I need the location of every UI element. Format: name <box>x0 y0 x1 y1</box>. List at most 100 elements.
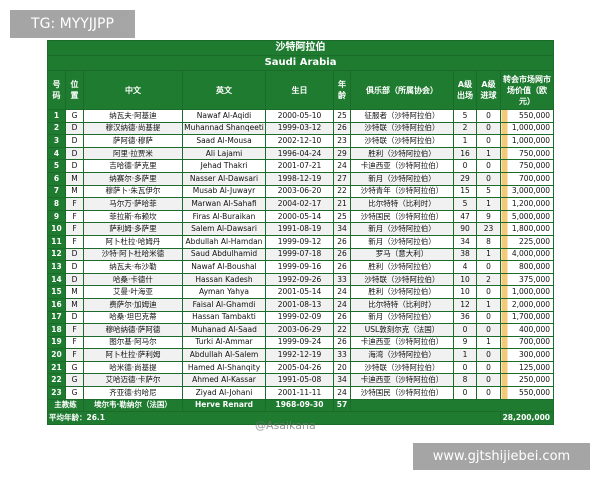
cell: Hamed Al-Shanqity <box>182 360 266 375</box>
cell: Ahmed Al-Kassar <box>182 373 266 388</box>
cell: 胜利（沙特阿拉伯） <box>350 285 454 299</box>
cell: 新月（沙特阿拉伯） <box>350 234 454 249</box>
cell: 2005-04-26 <box>265 360 334 375</box>
cell: 1996-04-24 <box>265 146 334 161</box>
cell: 8 <box>476 234 501 249</box>
cell: 3,000,000 <box>499 184 555 199</box>
cell: Musab Al-Juwayr <box>182 184 266 199</box>
cell: 阿卜杜拉·哈姆丹 <box>83 234 183 249</box>
cell: 22 <box>333 184 351 199</box>
cell: Abdullah Al-Hamdan <box>182 234 266 249</box>
cell: M <box>65 171 84 186</box>
cell: 比尔特特（比利时） <box>350 197 454 211</box>
cell: 沙特联（沙特阿拉伯） <box>350 134 454 148</box>
cell: 57 <box>333 398 351 413</box>
cell: Ayman Yahya <box>182 285 266 299</box>
cell: F <box>65 323 84 337</box>
cell: 26 <box>333 310 351 325</box>
cell: 47 <box>453 209 477 224</box>
cell: 0 <box>476 323 501 337</box>
cell: 9 <box>453 335 477 350</box>
cell: 22 <box>47 373 66 388</box>
cell: 菲拉斯·布赖坎 <box>83 209 183 224</box>
player-row: 22 G 艾哈迈德·卡萨尔 Ahmed Al-Kassar 1991-05-08 34 卡迪… <box>47 373 555 388</box>
cell: 0 <box>476 260 501 274</box>
player-row: 21 G 哈米德·尚基提 Hamed Al-Shanqity 2005-04-26 20 沙… <box>47 360 555 375</box>
cell: Muhanad Al-Saad <box>182 323 266 337</box>
cell: 2001-05-14 <box>265 285 334 299</box>
cell: 胜利（沙特阿拉伯） <box>350 146 454 161</box>
cell: D <box>65 121 84 136</box>
cell: 550,000 <box>499 109 555 123</box>
column-header: 年龄 <box>333 70 351 110</box>
cell: F <box>65 234 84 249</box>
cell: 28,200,000 <box>499 411 555 425</box>
cell: 7 <box>47 184 66 199</box>
cell: 0 <box>453 360 477 375</box>
cell: M <box>65 285 84 299</box>
cell: 250,000 <box>499 373 555 388</box>
player-row: 10 F 萨利姆·多萨里 Salem Al-Dawsari 1991-08-19 34 新月… <box>47 222 555 236</box>
cell: 800,000 <box>499 260 555 274</box>
cell: 2001-08-13 <box>265 297 334 312</box>
cell: 0 <box>476 134 501 148</box>
cell: 36 <box>453 310 477 325</box>
cell: 阿里·拉贾米 <box>83 146 183 161</box>
cell: 穆萨卜·朱瓦伊尔 <box>83 184 183 199</box>
cell: 0 <box>476 159 501 173</box>
cell: Saad Al-Mousa <box>182 134 266 148</box>
cell: 21 <box>47 360 66 375</box>
column-header: 位置 <box>65 70 84 110</box>
cell: 1999-07-18 <box>265 247 334 262</box>
cell: 4,000,000 <box>499 247 555 262</box>
cell: 23 <box>333 134 351 148</box>
cell: 26 <box>333 121 351 136</box>
cell: 费萨尔·加姆迪 <box>83 297 183 312</box>
column-header: A级进球 <box>476 70 501 110</box>
cell: Nawaf Al-Boushal <box>182 260 266 274</box>
cell: 22 <box>333 323 351 337</box>
cell: 罗马（意大利） <box>350 247 454 262</box>
cell: 16 <box>47 297 66 312</box>
cell: 0 <box>476 348 501 362</box>
cell: 1 <box>47 109 66 123</box>
cell: 26 <box>333 260 351 274</box>
cell: 9 <box>47 209 66 224</box>
cell: Salem Al-Dawsari <box>182 222 266 236</box>
cell: 24 <box>333 159 351 173</box>
title-row: 沙特阿拉伯 <box>46 40 555 56</box>
cell: 0 <box>453 323 477 337</box>
cell: Herve Renard <box>182 398 266 413</box>
cell: 图尔基·阿马尔 <box>83 335 183 350</box>
cell: 沙特国民（沙特阿拉伯） <box>350 209 454 224</box>
cell: 700,000 <box>499 171 555 186</box>
cell: 2001-11-11 <box>265 386 334 400</box>
squad-table: 沙特阿拉伯 Saudi Arabia 号码 位置 中文 英文 生日 年龄 俱乐部（所属协会） A级… <box>46 40 555 425</box>
header-row: 号码 位置 中文 英文 生日 年龄 俱乐部（所属协会） A级出场 A级进球 转会市场网市场价值（欧… <box>47 70 555 110</box>
cell <box>349 398 555 413</box>
cell: 2002-12-10 <box>265 134 334 148</box>
column-header: 英文 <box>182 70 266 110</box>
cell: 纳瓦夫·阿基迪 <box>83 109 183 123</box>
cell: 1992-12-19 <box>265 348 334 362</box>
cell: 11 <box>47 234 66 249</box>
cell: 纳赛尔·多萨里 <box>83 171 183 186</box>
column-header: 俱乐部（所属协会） <box>350 70 454 110</box>
cell: 沙特青年（沙特阿拉伯） <box>350 184 454 199</box>
cell: 吉哈德·萨克里 <box>83 159 183 173</box>
column-header: 中文 <box>83 70 183 110</box>
cell: Hassan Tambakti <box>182 310 266 325</box>
cell: 齐亚德·约哈尼 <box>83 386 183 400</box>
cell: 1999-09-12 <box>265 234 334 249</box>
cell: 1,000,000 <box>499 285 555 299</box>
cell: 8 <box>453 373 477 388</box>
cell: 13 <box>47 260 66 274</box>
cell: 2003-06-20 <box>265 184 334 199</box>
cell: Marwan Al-Sahafi <box>182 197 266 211</box>
cell: 34 <box>333 373 351 388</box>
cell: G <box>65 360 84 375</box>
cell: 2000-05-10 <box>265 109 334 123</box>
cell: 2 <box>476 272 501 287</box>
cell: 1999-03-12 <box>265 121 334 136</box>
cell: 海湾（沙特阿拉伯） <box>350 348 454 362</box>
